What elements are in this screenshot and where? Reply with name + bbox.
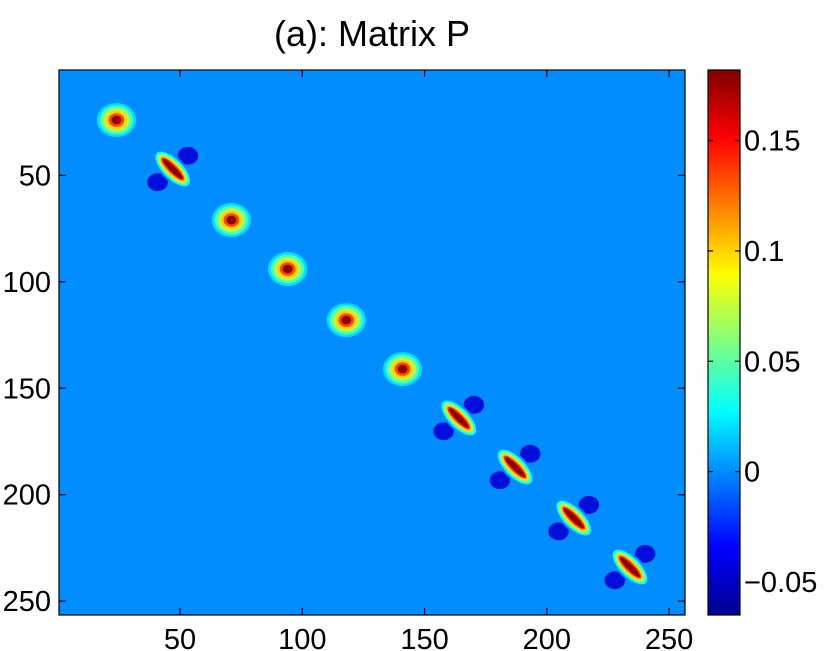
y-tick-label: 100: [3, 267, 51, 299]
heatmap-blocks: [93, 100, 656, 590]
y-tick-label: 150: [3, 373, 51, 405]
colorbar-tick-label: 0.05: [744, 346, 800, 378]
x-tick-label: 50: [164, 624, 196, 651]
y-tick-label: 250: [3, 586, 51, 618]
x-tick-label: 200: [523, 624, 571, 651]
heatmap-block-1: [93, 100, 139, 140]
heatmap-block-4: [265, 249, 311, 289]
chart-title: (a): Matrix P: [274, 13, 470, 54]
colorbar-axis: −0.05 0 0.05 0.1 0.15: [708, 126, 817, 599]
colorbar-tick-label: 0: [744, 457, 760, 489]
heatmap-block-2: [147, 146, 199, 192]
colorbar-tick-label: −0.05: [744, 567, 817, 599]
colorbar: [708, 70, 740, 615]
x-axis: 50 100 150 200 250: [164, 70, 693, 651]
x-tick-label: 250: [645, 624, 693, 651]
heatmap-block-7: [433, 395, 485, 441]
y-axis: 50 100 150 200 250: [3, 160, 685, 618]
heatmap-block-10: [604, 544, 656, 590]
plot-frame: [58, 69, 686, 616]
heatmap-block-6: [380, 349, 426, 389]
colorbar-tick-label: 0.15: [744, 126, 800, 158]
x-tick-label: 150: [400, 624, 448, 651]
heatmap-block-5: [323, 300, 369, 340]
x-tick-label: 100: [278, 624, 326, 651]
colorbar-tick-label: 0.1: [744, 236, 784, 268]
colorbar-frame: [707, 69, 741, 616]
heatmap-block-8: [489, 444, 541, 490]
heatmap-block-3: [208, 200, 254, 240]
heatmap-block-9: [548, 495, 600, 541]
y-tick-label: 50: [19, 160, 51, 192]
y-tick-label: 200: [3, 480, 51, 512]
